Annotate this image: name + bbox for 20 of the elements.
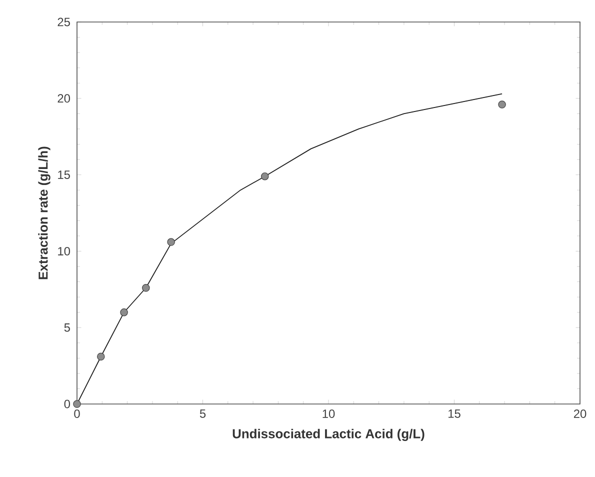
x-tick-label: 15	[448, 410, 460, 418]
y-tick-label: 10	[58, 246, 70, 256]
x-tick-label: 10	[322, 410, 335, 418]
y-axis-title: Extraction rate (g/L/h)	[38, 146, 50, 280]
point	[498, 100, 506, 108]
y-tick-label: 25	[58, 18, 70, 26]
y-tick-label: 20	[58, 94, 70, 103]
point	[120, 308, 128, 316]
x-axis-title: Undissociated Lactic Acid (g/L)	[232, 428, 424, 441]
x-tick-label: 20	[574, 410, 586, 418]
point	[167, 238, 175, 246]
point	[260, 172, 269, 180]
y-tick-label: 0	[64, 400, 70, 408]
y-tick-label: 15	[58, 170, 70, 179]
x-tick-label: 0	[74, 410, 80, 418]
point	[142, 284, 150, 292]
point	[97, 352, 105, 361]
point	[73, 400, 81, 408]
x-tick-label: 5	[200, 410, 206, 418]
y-tick-label: 5	[64, 323, 70, 332]
